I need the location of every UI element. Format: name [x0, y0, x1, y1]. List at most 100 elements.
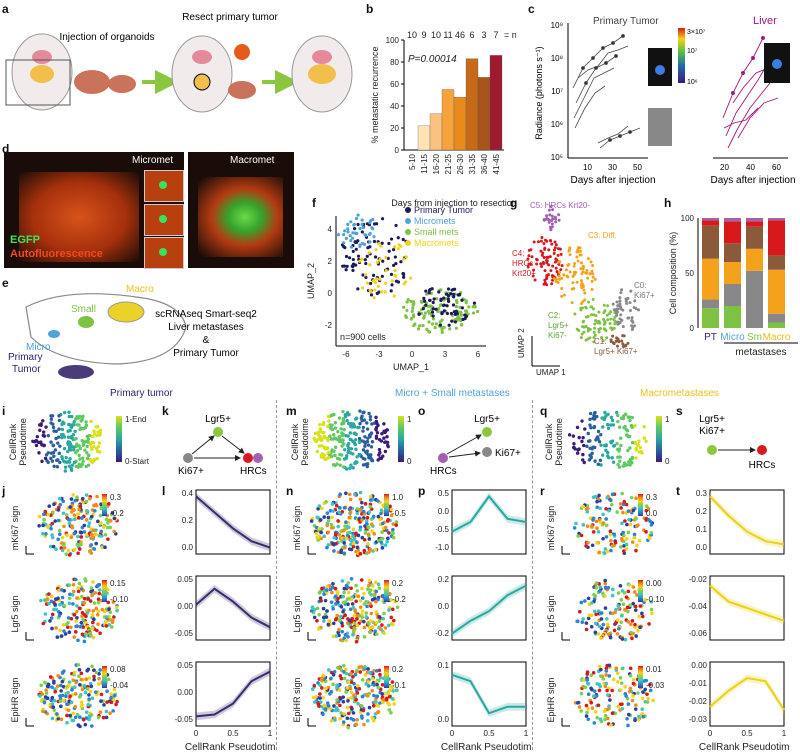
pseudotime-point [78, 457, 82, 461]
sign-point [68, 694, 72, 699]
sign-point [637, 714, 641, 719]
pseudotime-point [62, 446, 67, 451]
sign-point [51, 705, 56, 709]
pseudotime-point [86, 463, 91, 467]
pseudotime-point [42, 434, 47, 438]
sign-point [80, 632, 85, 637]
cluster-point [573, 312, 577, 316]
sign-point [79, 677, 84, 682]
umap-point [346, 227, 350, 231]
tick-x-label: 6 [476, 350, 481, 359]
sign-point [318, 518, 323, 522]
pseudotime-point [367, 411, 371, 416]
umap-point [450, 288, 454, 292]
sign-point [64, 622, 69, 627]
panel-letter-t: t [676, 484, 680, 498]
cluster-point [586, 315, 590, 319]
sign-point [84, 499, 89, 504]
sign-point [73, 715, 78, 720]
sign-point [111, 709, 115, 713]
umap-point [422, 316, 426, 320]
sign-point [75, 495, 79, 500]
sign-point [309, 519, 314, 523]
sign-point [331, 672, 336, 677]
umap-point [453, 320, 458, 324]
pseudotime-point [326, 424, 330, 429]
sign-point [74, 680, 78, 685]
sign-point [587, 613, 592, 618]
pseudotime-point [571, 434, 576, 438]
sign-point [581, 523, 586, 527]
sign-point [586, 540, 590, 545]
umap-point [358, 243, 362, 247]
pseudotime-point [346, 446, 351, 450]
sign-point [355, 507, 360, 511]
umap-point [349, 239, 353, 243]
sign-point [355, 613, 360, 618]
cluster-point [620, 288, 624, 292]
cluster-point [618, 299, 622, 303]
sign-point [607, 704, 611, 708]
sign-point [93, 508, 97, 513]
pseudotime-point [57, 418, 62, 423]
umap-point [356, 254, 361, 258]
node-lgr5: Lgr5+ [205, 414, 231, 425]
pseudotime-point [79, 426, 83, 430]
sign-point [585, 524, 590, 528]
sign-point [56, 716, 61, 721]
umap-point [445, 311, 449, 316]
n-label: 10 [407, 30, 417, 40]
sign-point [604, 507, 608, 511]
cluster-point [593, 333, 597, 337]
sign-point [361, 509, 366, 514]
stacked-segment [768, 322, 785, 328]
sign-point [344, 671, 349, 676]
sign-point [355, 540, 359, 545]
sign-point [52, 698, 57, 703]
sign-point [50, 626, 54, 631]
umap-point [401, 257, 406, 261]
sign-point [69, 700, 74, 705]
pseudotime-point [332, 412, 336, 417]
cluster-point [557, 277, 561, 281]
sign-point [68, 592, 72, 597]
pseudotime-point [615, 410, 619, 415]
sign-point [338, 492, 342, 496]
cluster-point [592, 330, 596, 334]
panel-letter-s: s [676, 404, 683, 418]
sign-point [591, 671, 596, 675]
pseudotime-point [326, 414, 331, 419]
sign-point [93, 591, 98, 595]
cluster-point [543, 238, 547, 242]
pseudotime-point [365, 462, 370, 466]
umap-point [404, 255, 408, 259]
pseudotime-point [346, 450, 350, 455]
cluster-point [535, 262, 539, 266]
tick-y-label: -0.02 [689, 697, 708, 706]
sign-point [615, 618, 620, 623]
panel-e-small: Small [71, 304, 96, 315]
sign-point [62, 669, 66, 673]
sign-point [78, 715, 82, 720]
sign-point [72, 613, 77, 617]
pseudotime-point [630, 425, 634, 429]
tick-y: 10⁵ [551, 153, 563, 162]
cluster-point [553, 240, 557, 244]
sign-point [68, 505, 72, 509]
sign-point [638, 604, 643, 608]
sign-point [641, 714, 645, 719]
sign-point [609, 498, 613, 503]
pseudotime-point [344, 454, 349, 458]
pseudotime-point [363, 435, 367, 439]
umap-point [451, 303, 456, 307]
sign-point [42, 700, 47, 705]
sign-point [623, 519, 627, 523]
colorbar [384, 666, 389, 688]
umap-point [346, 230, 350, 234]
umap-point [448, 327, 452, 331]
sign-point [360, 716, 364, 720]
pseudotime-point [72, 448, 76, 452]
sign-point [67, 553, 72, 557]
